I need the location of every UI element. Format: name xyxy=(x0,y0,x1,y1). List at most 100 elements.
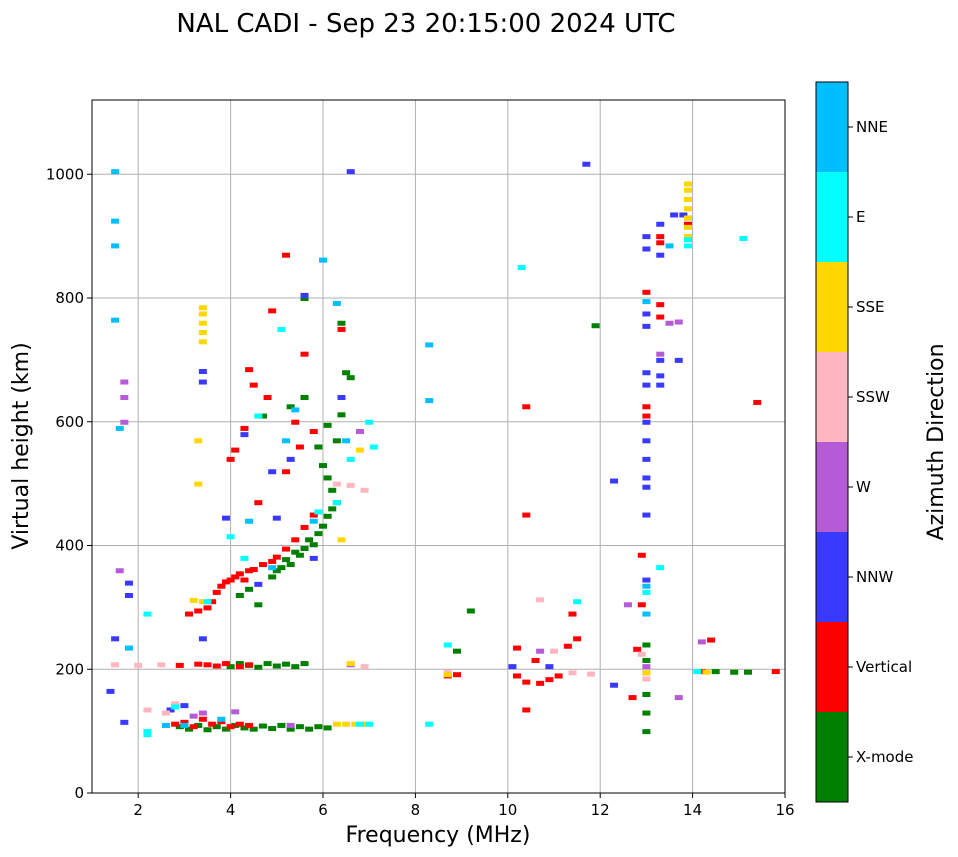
data-point xyxy=(642,657,651,663)
data-point xyxy=(425,342,434,348)
data-point xyxy=(263,395,272,400)
data-point xyxy=(198,716,207,722)
data-point xyxy=(198,330,207,336)
colorbar-tick-label: E xyxy=(856,208,865,226)
data-point xyxy=(245,662,254,668)
data-point xyxy=(342,721,351,727)
data-point xyxy=(111,317,120,323)
x-tick-label: 6 xyxy=(318,801,328,819)
data-point xyxy=(346,661,355,667)
series-sse xyxy=(189,181,711,727)
data-point xyxy=(656,382,665,388)
data-point xyxy=(563,643,572,649)
data-point xyxy=(355,721,364,727)
data-point xyxy=(254,500,263,506)
data-point xyxy=(568,611,577,617)
data-point xyxy=(656,240,665,246)
data-point xyxy=(245,518,254,524)
data-point xyxy=(683,206,692,212)
data-point xyxy=(217,583,226,589)
data-point xyxy=(249,726,258,732)
data-point xyxy=(175,724,184,730)
y-tick-label: 1000 xyxy=(46,165,84,183)
data-point xyxy=(268,308,277,314)
colorbar-segment xyxy=(816,82,848,172)
chart-title: NAL CADI - Sep 23 20:15:00 2024 UTC xyxy=(176,9,675,39)
data-point xyxy=(124,645,133,651)
data-point xyxy=(217,716,226,722)
data-point xyxy=(656,234,665,240)
data-point xyxy=(683,237,692,243)
data-point xyxy=(517,265,526,271)
data-point xyxy=(628,695,637,701)
data-point xyxy=(674,319,683,325)
data-point xyxy=(208,721,217,727)
data-point xyxy=(642,710,651,716)
data-point xyxy=(573,599,582,605)
data-point xyxy=(282,438,291,444)
data-point xyxy=(291,549,300,555)
data-point xyxy=(309,555,318,561)
data-point xyxy=(633,646,642,652)
data-point xyxy=(369,444,378,450)
data-point xyxy=(180,722,189,728)
data-point xyxy=(753,399,762,405)
data-point xyxy=(282,557,291,563)
data-point xyxy=(208,599,217,605)
data-point xyxy=(323,725,332,731)
data-point xyxy=(342,438,351,444)
data-point xyxy=(642,413,651,419)
data-point xyxy=(637,651,646,657)
data-point xyxy=(235,721,244,727)
data-point xyxy=(212,663,221,669)
data-point xyxy=(683,221,692,227)
data-point xyxy=(161,722,170,728)
data-point xyxy=(319,463,327,469)
data-point xyxy=(240,432,249,438)
data-point xyxy=(545,677,554,683)
data-point xyxy=(531,657,540,663)
plot-background xyxy=(92,100,785,793)
data-point xyxy=(189,713,198,719)
data-point xyxy=(258,723,267,729)
data-point xyxy=(642,370,651,376)
data-point xyxy=(637,602,646,608)
colorbar-segment xyxy=(816,532,848,622)
data-point xyxy=(305,726,314,732)
data-point xyxy=(120,395,129,400)
data-point xyxy=(522,404,531,410)
data-point xyxy=(466,608,475,614)
x-axis-label: Frequency (MHz) xyxy=(346,823,531,848)
series-ssw xyxy=(111,481,651,716)
data-point xyxy=(166,707,175,713)
data-point xyxy=(245,367,254,373)
data-point xyxy=(226,577,235,583)
data-point xyxy=(591,323,600,329)
data-point xyxy=(623,602,632,608)
data-point xyxy=(212,724,221,730)
data-point xyxy=(143,732,152,738)
data-point xyxy=(235,593,244,598)
colorbar-tick-label: NNE xyxy=(856,118,888,136)
data-point xyxy=(323,475,332,481)
data-point xyxy=(536,648,545,654)
colorbar-segment xyxy=(816,712,848,802)
data-point xyxy=(314,444,323,450)
data-point xyxy=(674,357,683,363)
data-point xyxy=(573,636,582,642)
data-point xyxy=(277,565,286,571)
data-point xyxy=(365,419,374,425)
data-point xyxy=(111,243,120,249)
data-point xyxy=(272,554,281,560)
data-point xyxy=(282,661,291,667)
data-point xyxy=(245,586,254,592)
data-point xyxy=(286,722,295,728)
data-point xyxy=(249,382,258,388)
data-point xyxy=(642,404,651,410)
data-point xyxy=(522,512,531,518)
data-point xyxy=(443,672,452,678)
data-point xyxy=(642,611,651,617)
data-point xyxy=(711,669,720,675)
data-point xyxy=(203,727,212,733)
x-tick-label: 12 xyxy=(591,801,610,819)
